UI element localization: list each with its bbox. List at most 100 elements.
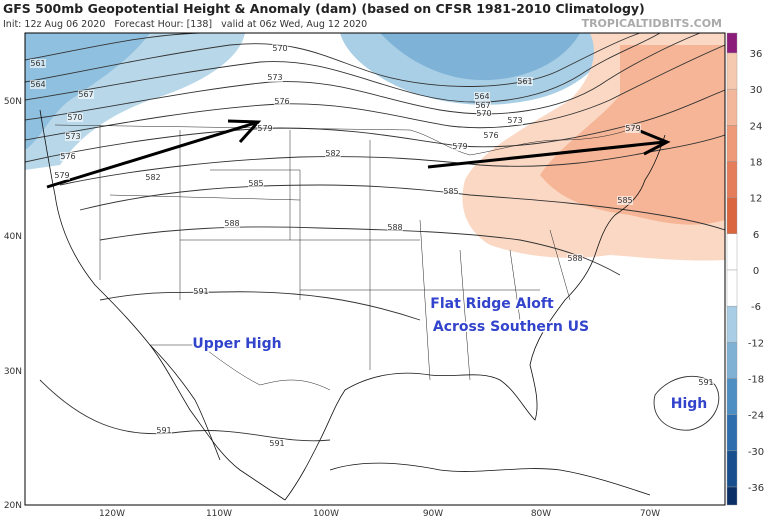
contour-label-bg	[78, 90, 94, 99]
contour-label: 591	[193, 287, 208, 296]
colorbar-label: -30	[748, 447, 764, 458]
site-label: TROPICALTIDBITS.COM	[582, 17, 722, 30]
contour-label: 570	[476, 109, 491, 118]
colorbar-label: -6	[751, 302, 761, 313]
colorbar-box	[726, 32, 738, 54]
longitude-label: 120W	[99, 509, 125, 519]
colorbar-label: -24	[748, 411, 764, 422]
contour-label-bg	[67, 113, 83, 122]
contour-label-bg	[274, 97, 290, 106]
contour-label: 573	[507, 116, 522, 125]
contour-label: 579	[625, 124, 640, 133]
contour-label: 579	[452, 142, 467, 151]
contour-label-bg	[248, 179, 264, 188]
colorbar-box	[726, 305, 738, 343]
contour-label: 591	[269, 439, 284, 448]
longitude-label: 110W	[206, 509, 232, 519]
colorbar-label: 36	[750, 49, 763, 60]
annotation: Flat Ridge Aloft	[430, 296, 554, 312]
positive-anomaly	[540, 45, 725, 225]
colorbar-box	[726, 125, 738, 162]
contour-label: 582	[325, 149, 340, 158]
contour-label-bg	[60, 152, 76, 161]
contour-label-bg	[325, 149, 341, 158]
contour-label-bg	[698, 378, 714, 387]
longitude-label: 90W	[423, 509, 443, 519]
latitude-label: 40N	[4, 232, 22, 242]
colorbar-box	[726, 486, 738, 506]
contour-label: 567	[78, 90, 93, 99]
contour-label-bg	[567, 254, 583, 263]
colorbar-box	[726, 414, 738, 452]
contour-label-bg	[257, 124, 273, 133]
colorbar-box	[726, 378, 738, 415]
contour-label: 561	[517, 77, 532, 86]
colorbar-label: 24	[750, 121, 763, 132]
colorbar-box	[726, 197, 738, 235]
contour-label: 591	[156, 426, 171, 435]
longitude-label: 80W	[531, 509, 551, 519]
contour-label: 585	[443, 187, 458, 196]
colorbar-box	[726, 88, 738, 126]
contour-label-bg	[517, 77, 533, 86]
contour-label: 576	[483, 131, 498, 140]
contour-label: 576	[60, 152, 75, 161]
longitude-label: 70W	[640, 509, 660, 519]
contour-label-bg	[387, 223, 403, 232]
contour-label: 579	[54, 171, 69, 180]
contour-label-bg	[617, 196, 633, 205]
contour-label: 588	[567, 254, 582, 263]
contour-label-bg	[475, 101, 491, 110]
annotation: High	[671, 396, 708, 412]
colorbar-box	[726, 52, 738, 90]
annotations: Upper High Flat Ridge Aloft Across Souther…	[191, 295, 709, 414]
contour-label: 588	[224, 219, 239, 228]
contour-label: 582	[145, 173, 160, 182]
colorbar-label: 30	[750, 85, 763, 96]
contour-label-bg	[30, 80, 46, 89]
contour-label-bg	[452, 142, 468, 151]
contour-label-bg	[272, 44, 288, 53]
contour-label: 585	[248, 179, 263, 188]
colorbar-label: -36	[748, 483, 764, 494]
contour-label-bg	[54, 171, 70, 180]
annotation: Across Southern US	[433, 319, 589, 335]
negative-anomaly	[25, 33, 150, 150]
colorbar-box	[726, 161, 738, 198]
contour-label: 573	[267, 73, 282, 82]
contour-label-bg	[65, 132, 81, 141]
colorbar-label: 18	[750, 158, 763, 169]
colorbar-label: 0	[753, 266, 759, 277]
contour-label: 567	[475, 101, 490, 110]
colorbar-label: -12	[748, 338, 764, 349]
colorbar-label: 6	[753, 230, 759, 241]
contour-label: 570	[67, 113, 82, 122]
axis-labels: 50N 40N 30N 20N 120W 110W 100W 90W 80W 70W	[4, 97, 660, 519]
contour-label: 564	[30, 80, 45, 89]
colorbar: 36 30 24 18 12 6 0 -6 -12 -18 -24 -30 -36	[726, 32, 764, 506]
height-contours	[25, 33, 725, 442]
colorbar-box	[726, 450, 738, 488]
contour-label-bg	[156, 426, 172, 435]
colorbar-label: -18	[748, 375, 764, 386]
contour-label: 585	[617, 196, 632, 205]
colorbar-label: 12	[750, 194, 763, 205]
contour-label-bg	[625, 124, 641, 133]
map-frame	[24, 32, 726, 506]
contour-label-bg	[145, 173, 161, 182]
contour-label-bg	[193, 287, 209, 296]
colorbar-box	[726, 269, 738, 307]
negative-anomaly	[380, 33, 580, 81]
contour-label: 588	[387, 223, 402, 232]
contour-label: 576	[274, 97, 289, 106]
contour-label-bg	[474, 92, 490, 101]
contour-label: 573	[65, 132, 80, 141]
contour-label-bg	[224, 219, 240, 228]
contour-label: 579	[257, 124, 272, 133]
contour-label: 564	[474, 92, 489, 101]
